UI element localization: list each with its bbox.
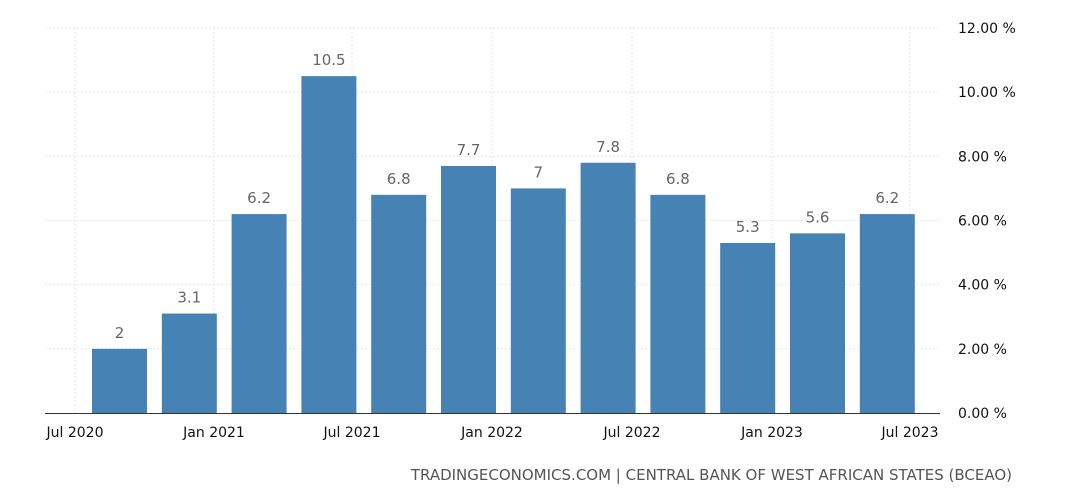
- y-tick-label: 2.00 %: [958, 342, 1007, 358]
- bar: [510, 188, 566, 413]
- data-label: 3.1: [177, 289, 201, 307]
- y-tick-label: 4.00 %: [958, 278, 1007, 294]
- y-tick-label: 0.00 %: [958, 406, 1007, 422]
- x-axis: Jul 2020 Jan 2021 Jul 2021 Jan 2022 Jul 2022…: [45, 413, 940, 441]
- data-label: 6.2: [875, 189, 899, 207]
- data-label: 6.8: [387, 170, 411, 188]
- bar: [650, 194, 706, 413]
- x-tick-label: Jan 2023: [740, 425, 803, 441]
- data-label: 6.8: [666, 170, 690, 188]
- bar: [301, 76, 357, 413]
- bar: [790, 233, 845, 413]
- bar: [580, 162, 636, 413]
- x-tick-label: Jan 2021: [182, 425, 245, 441]
- x-tick-label: Jul 2021: [323, 425, 381, 441]
- source-attribution: TRADINGECONOMICS.COM | CENTRAL BANK OF W…: [410, 466, 1012, 484]
- y-tick-label: 12.00 %: [958, 21, 1016, 37]
- bar: [859, 214, 915, 413]
- x-tick-label: Jul 2020: [46, 425, 104, 441]
- y-tick-label: 8.00 %: [958, 149, 1007, 165]
- y-axis: 0.00 % 2.00 % 4.00 % 6.00 % 8.00 % 10.00 % 12.…: [958, 21, 1016, 422]
- bars: [92, 76, 915, 413]
- data-label: 7: [534, 163, 544, 181]
- bar: [161, 313, 217, 413]
- bar: [371, 194, 427, 413]
- data-label: 5.6: [806, 208, 830, 226]
- bar: [92, 348, 147, 413]
- x-tick-label: Jul 2023: [881, 425, 939, 441]
- y-tick-label: 10.00 %: [958, 85, 1016, 101]
- y-tick-label: 6.00 %: [958, 214, 1007, 230]
- bar: [720, 242, 776, 413]
- data-label: 5.3: [736, 218, 760, 236]
- data-label: 7.8: [596, 138, 620, 156]
- x-tick-label: Jul 2022: [603, 425, 661, 441]
- data-label: 2: [115, 324, 125, 342]
- x-tick-label: Jan 2022: [460, 425, 523, 441]
- bar: [231, 214, 287, 413]
- data-label: 7.7: [457, 141, 481, 159]
- data-labels: 2 3.1 6.2 10.5 6.8 7.7 7 7.8 6.8 5.3 5.6 6.2: [115, 51, 900, 342]
- data-label: 10.5: [312, 51, 345, 69]
- data-label: 6.2: [247, 189, 271, 207]
- bar: [441, 165, 496, 413]
